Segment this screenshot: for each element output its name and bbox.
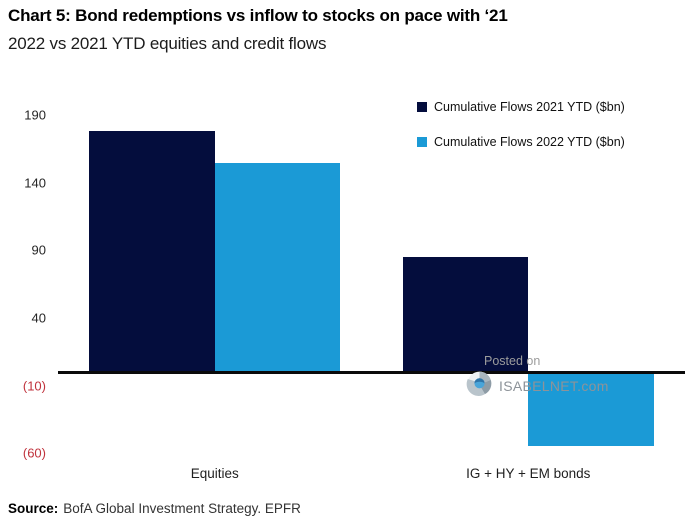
- isabelnet-logo-icon: [466, 370, 493, 397]
- legend-swatch-icon: [417, 137, 427, 147]
- watermark-posted-on: Posted on: [484, 354, 541, 368]
- bar-equities-series-1: [89, 131, 215, 372]
- y-axis-tick: 190: [24, 107, 46, 123]
- chart-title: Chart 5: Bond redemptions vs inflow to s…: [8, 6, 508, 25]
- y-axis-tick: 140: [24, 175, 46, 191]
- y-axis-tick: 90: [31, 242, 46, 258]
- legend-label: Cumulative Flows 2022 YTD ($bn): [434, 135, 625, 149]
- y-axis-tick: 40: [31, 310, 46, 326]
- legend-item: Cumulative Flows 2021 YTD ($bn): [417, 100, 625, 114]
- category-label: IG + HY + EM bonds: [466, 466, 591, 481]
- watermark-site: ISABELNET.com: [499, 377, 609, 394]
- legend-swatch-icon: [417, 102, 427, 112]
- y-axis-tick: (60): [22, 445, 46, 461]
- source-text: BofA Global Investment Strategy. EPFR: [63, 501, 301, 516]
- x-axis-line: [58, 371, 685, 374]
- legend-label: Cumulative Flows 2021 YTD ($bn): [434, 100, 625, 114]
- chart-subtitle: 2022 vs 2021 YTD equities and credit flo…: [8, 34, 327, 53]
- bar-equities-series-2: [214, 162, 341, 372]
- watermark: ISABELNET.com: [466, 370, 609, 397]
- source-label: Source:: [8, 501, 59, 516]
- bar-ig-hy-em-bonds-series-2: [528, 372, 654, 447]
- legend-item: Cumulative Flows 2022 YTD ($bn): [417, 135, 625, 149]
- source-line: Source: BofA Global Investment Strategy. …: [8, 501, 301, 516]
- category-label: Equities: [190, 466, 239, 481]
- legend: Cumulative Flows 2021 YTD ($bn) Cumulativ…: [417, 100, 625, 170]
- y-axis-tick: (10): [22, 378, 46, 393]
- bar-ig-hy-em-bonds-series-1: [402, 257, 529, 372]
